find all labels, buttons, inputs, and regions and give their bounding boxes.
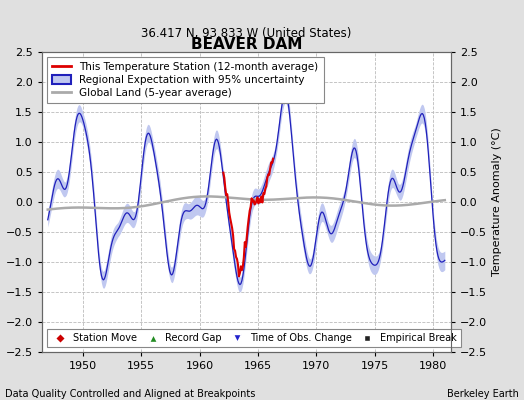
Title: BEAVER DAM: BEAVER DAM [191,37,302,52]
Text: Data Quality Controlled and Aligned at Breakpoints: Data Quality Controlled and Aligned at B… [5,389,256,399]
Text: 36.417 N, 93.833 W (United States): 36.417 N, 93.833 W (United States) [141,27,352,40]
Y-axis label: Temperature Anomaly (°C): Temperature Anomaly (°C) [493,128,503,276]
Text: Berkeley Earth: Berkeley Earth [447,389,519,399]
Legend: Station Move, Record Gap, Time of Obs. Change, Empirical Break: Station Move, Record Gap, Time of Obs. C… [47,329,461,347]
